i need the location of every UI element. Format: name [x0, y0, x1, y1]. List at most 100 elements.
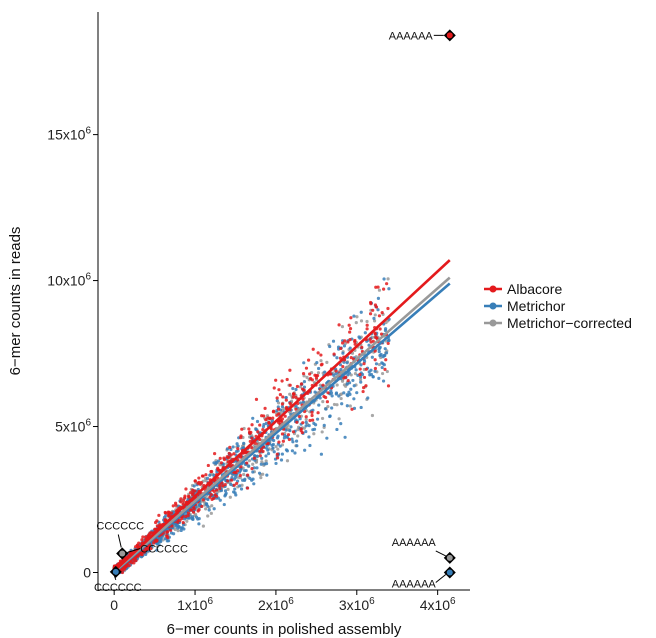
- data-point: [319, 359, 323, 363]
- data-point: [218, 483, 222, 488]
- data-point: [200, 504, 204, 508]
- data-point: [226, 460, 230, 464]
- data-point: [245, 486, 250, 490]
- data-point: [368, 337, 372, 341]
- data-point: [371, 308, 375, 312]
- data-point: [326, 404, 330, 409]
- data-point: [358, 336, 362, 340]
- data-point: [352, 406, 357, 410]
- data-point: [346, 340, 350, 344]
- highlight-marker: [119, 550, 126, 557]
- data-point: [341, 364, 345, 369]
- data-point: [319, 452, 323, 456]
- data-point: [235, 481, 239, 486]
- data-point: [358, 377, 363, 382]
- legend-swatch-dot: [489, 302, 497, 310]
- data-point: [325, 400, 329, 404]
- data-point: [275, 452, 279, 456]
- data-point: [340, 325, 345, 329]
- data-point: [349, 387, 353, 391]
- legend-swatch-dot: [489, 319, 497, 327]
- data-point: [354, 368, 358, 372]
- data-point: [308, 418, 312, 423]
- data-point: [226, 487, 230, 491]
- data-point: [264, 421, 268, 426]
- data-point: [137, 541, 141, 545]
- data-point: [207, 508, 211, 512]
- data-point: [301, 400, 306, 404]
- data-point: [248, 439, 252, 444]
- data-point: [275, 413, 279, 417]
- data-point: [373, 331, 377, 335]
- data-point: [346, 378, 350, 383]
- data-point: [325, 436, 329, 440]
- data-point: [153, 520, 158, 525]
- data-point: [216, 467, 220, 472]
- data-point: [316, 351, 320, 355]
- data-point: [291, 395, 295, 399]
- data-point: [281, 395, 285, 399]
- data-point: [365, 319, 369, 324]
- data-point: [197, 480, 201, 484]
- data-point: [343, 339, 347, 343]
- data-point: [317, 403, 321, 407]
- data-point: [285, 459, 290, 463]
- data-point: [304, 424, 308, 428]
- data-point: [306, 358, 311, 362]
- data-point: [270, 418, 275, 423]
- data-point: [276, 447, 280, 451]
- data-point: [291, 430, 296, 434]
- data-point: [317, 366, 321, 371]
- data-point: [185, 519, 189, 523]
- data-point: [118, 559, 123, 563]
- data-point: [355, 315, 359, 319]
- data-point: [191, 492, 195, 497]
- data-point: [277, 388, 281, 392]
- data-point: [304, 420, 308, 424]
- data-point: [276, 420, 281, 424]
- data-point: [178, 518, 182, 523]
- data-point: [184, 514, 188, 519]
- data-point: [380, 365, 384, 370]
- data-point: [353, 338, 357, 343]
- data-point: [250, 467, 254, 471]
- data-point: [294, 395, 298, 399]
- data-point: [174, 503, 178, 507]
- data-point: [382, 353, 386, 358]
- data-point: [291, 386, 295, 391]
- data-point: [280, 379, 284, 383]
- data-point: [278, 392, 282, 397]
- data-point: [315, 374, 320, 378]
- data-point: [362, 362, 366, 366]
- data-point: [208, 495, 212, 499]
- data-point: [304, 366, 309, 370]
- data-point: [219, 461, 223, 465]
- data-point: [365, 323, 369, 327]
- data-point: [260, 456, 264, 460]
- data-point: [385, 369, 389, 374]
- data-point: [349, 356, 353, 360]
- data-point: [165, 530, 169, 534]
- data-point: [277, 440, 281, 444]
- data-point: [218, 486, 222, 491]
- data-point: [299, 401, 303, 405]
- x-tick-label: 4x106: [420, 596, 456, 613]
- data-point: [329, 391, 334, 395]
- data-point: [167, 513, 171, 517]
- data-point: [322, 423, 326, 427]
- data-point: [366, 396, 370, 400]
- data-point: [238, 473, 242, 478]
- data-point: [181, 521, 185, 525]
- data-point: [374, 285, 378, 289]
- data-point: [212, 507, 216, 511]
- data-point: [304, 417, 308, 422]
- data-point: [218, 498, 222, 502]
- x-tick-label: 3x106: [339, 596, 375, 613]
- fit-line: [113, 276, 451, 573]
- data-point: [288, 392, 292, 396]
- data-point: [253, 454, 257, 458]
- data-point: [308, 376, 313, 381]
- data-point: [259, 476, 263, 480]
- data-point: [233, 487, 237, 491]
- data-point: [242, 441, 246, 445]
